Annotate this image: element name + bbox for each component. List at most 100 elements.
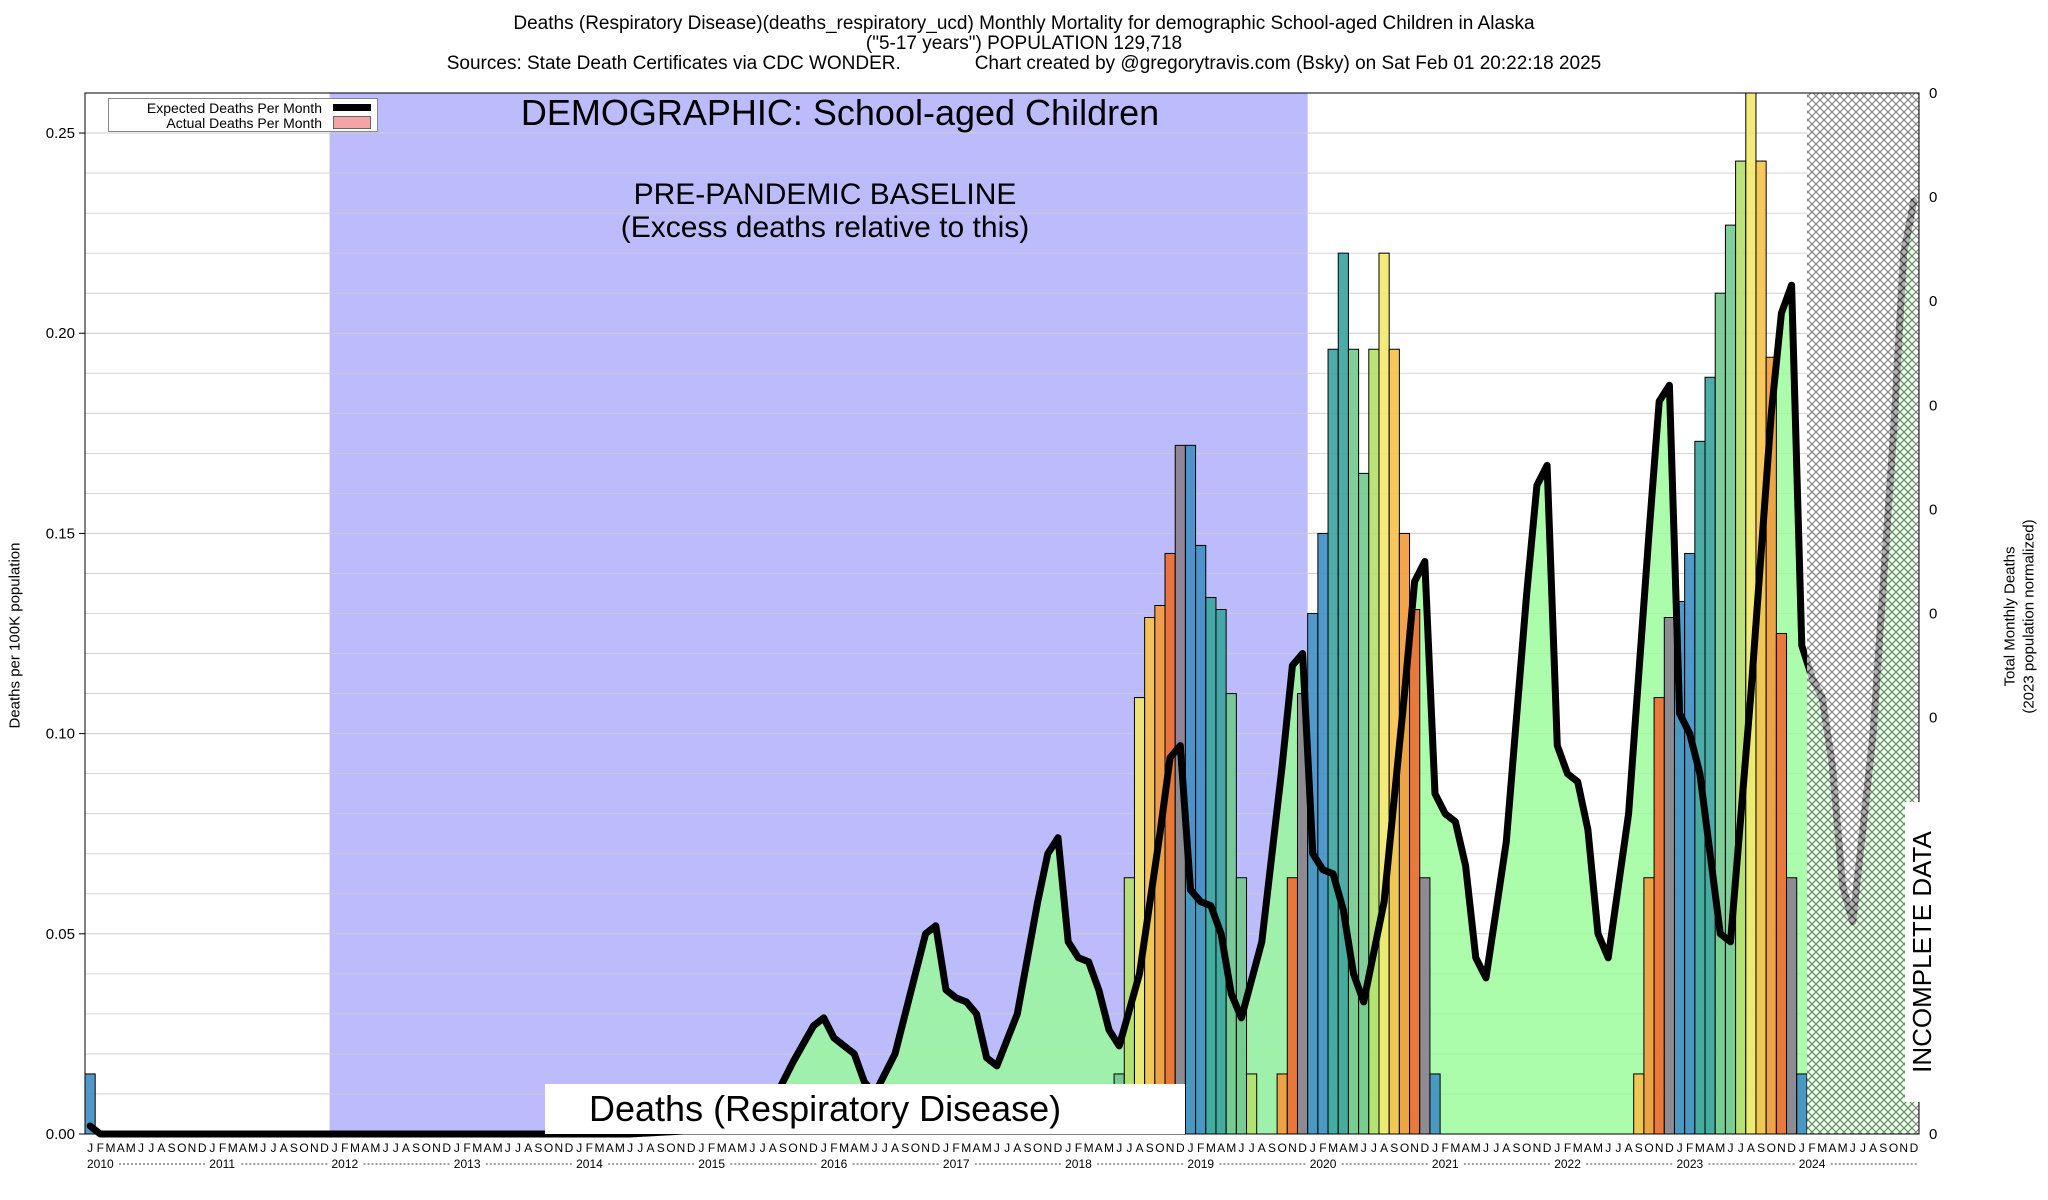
chart-title-line1: Deaths (Respiratory Disease)(deaths_resp… [513,13,1535,34]
year-tick-label: 2019 [1187,1157,1214,1171]
month-tick-label: J [1493,1141,1499,1155]
month-tick-label: M [1104,1141,1114,1155]
y-tick-label: 0.20 [46,325,75,342]
month-tick-label: N [554,1141,563,1155]
month-tick-label: A [891,1141,899,1155]
month-tick-label: M [717,1141,727,1155]
month-tick-label: A [117,1141,125,1155]
month-tick-label: D [1420,1141,1429,1155]
month-tick-label: S [168,1141,176,1155]
month-tick-label: O [788,1141,797,1155]
month-tick-label: S [1635,1141,1643,1155]
month-tick-label: M [1450,1141,1460,1155]
month-tick-label: M [1573,1141,1583,1155]
actual-bar [1786,877,1798,1135]
month-tick-label: S [534,1141,542,1155]
month-tick-label: J [1605,1141,1611,1155]
month-tick-label: J [1677,1141,1683,1155]
month-tick-label: S [779,1141,787,1155]
year-tick-label: 2022 [1554,1157,1581,1171]
month-tick-label: N [188,1141,197,1155]
month-tick-label: A [1380,1141,1388,1155]
month-tick-label: F [1564,1141,1571,1155]
month-tick-label: J [943,1141,949,1155]
month-tick-label: O [177,1141,186,1155]
month-tick-label: M [248,1141,258,1155]
y-right-tick-label: 0 [1929,293,1937,310]
month-tick-label: D [1054,1141,1063,1155]
month-tick-label: M [1328,1141,1338,1155]
month-tick-label: F [1319,1141,1326,1155]
month-tick-label: A [239,1141,247,1155]
month-tick-label: M [1817,1141,1827,1155]
month-tick-label: J [627,1141,633,1155]
year-tick-label: 2010 [87,1157,114,1171]
month-tick-label: J [1126,1141,1132,1155]
month-tick-label: J [1738,1141,1744,1155]
month-tick-label: O [1400,1141,1409,1155]
actual-bar [1347,348,1360,1135]
month-tick-label: A [1339,1141,1347,1155]
month-tick-label: O [1767,1141,1776,1155]
month-tick-label: N [677,1141,686,1155]
actual-bar [1633,1073,1645,1135]
month-tick-label: N [799,1141,808,1155]
actual-bar [1195,544,1207,1135]
month-tick-label: S [1268,1141,1276,1155]
month-tick-label: M [1226,1141,1236,1155]
month-tick-label: J [882,1141,888,1155]
month-tick-label: A [1869,1141,1877,1155]
month-tick-label: D [931,1141,940,1155]
actual-bar [1378,252,1390,1135]
month-tick-label: M [228,1141,238,1155]
month-tick-label: J [872,1141,878,1155]
y-tick-label: 0.25 [46,125,75,142]
chart-credit: Chart created by @gregorytravis.com (Bsk… [974,53,1602,74]
y-tick-label: 0.00 [46,1126,75,1143]
month-tick-label: M [1084,1141,1094,1155]
demographic-annotation: DEMOGRAPHIC: School-aged Children [520,92,1160,133]
month-tick-label: J [1371,1141,1377,1155]
actual-bar [1704,376,1716,1135]
month-tick-label: A [1462,1141,1470,1155]
month-tick-label: M [1206,1141,1216,1155]
month-tick-label: J [1116,1141,1122,1155]
month-tick-label: A [1584,1141,1592,1155]
month-tick-label: M [1715,1141,1725,1155]
month-tick-label: F [219,1141,226,1155]
month-tick-label: A [646,1141,654,1155]
y-tick-label: 0.15 [46,525,75,542]
month-tick-label: D [1298,1141,1307,1155]
month-tick-label: M [472,1141,482,1155]
month-tick-label: A [483,1141,491,1155]
month-tick-label: A [1135,1141,1143,1155]
month-tick-label: J [1554,1141,1560,1155]
month-tick-label: S [412,1141,420,1155]
legend: Expected Deaths Per Month Actual Deaths … [108,98,378,132]
month-tick-label: S [1757,1141,1765,1155]
month-tick-label: A [157,1141,165,1155]
month-tick-label: M [493,1141,503,1155]
month-tick-label: A [769,1141,777,1155]
month-tick-label: N [432,1141,441,1155]
chart-sources: Sources: State Death Certificates via CD… [446,53,901,74]
month-tick-label: M [1349,1141,1359,1155]
chart-title-line3: Sources: State Death Certificates via CD… [0,53,2048,75]
month-tick-label: F [1686,1141,1693,1155]
actual-bar [1205,596,1217,1135]
incomplete-data-label: INCOMPLETE DATA [1905,802,1939,1102]
actual-bar [1368,348,1380,1135]
month-tick-label: J [1432,1141,1438,1155]
month-tick-label: F [1808,1141,1815,1155]
month-tick-label: J [332,1141,338,1155]
month-tick-label: J [1615,1141,1621,1155]
month-tick-label: J [271,1141,277,1155]
month-tick-label: D [320,1141,329,1155]
month-tick-label: M [350,1141,360,1155]
y-right-tick-label: 0 [1929,189,1937,206]
y-right-tick-label: 0 [1929,710,1937,727]
year-tick-label: 2020 [1310,1157,1337,1171]
actual-bar [1643,877,1655,1135]
